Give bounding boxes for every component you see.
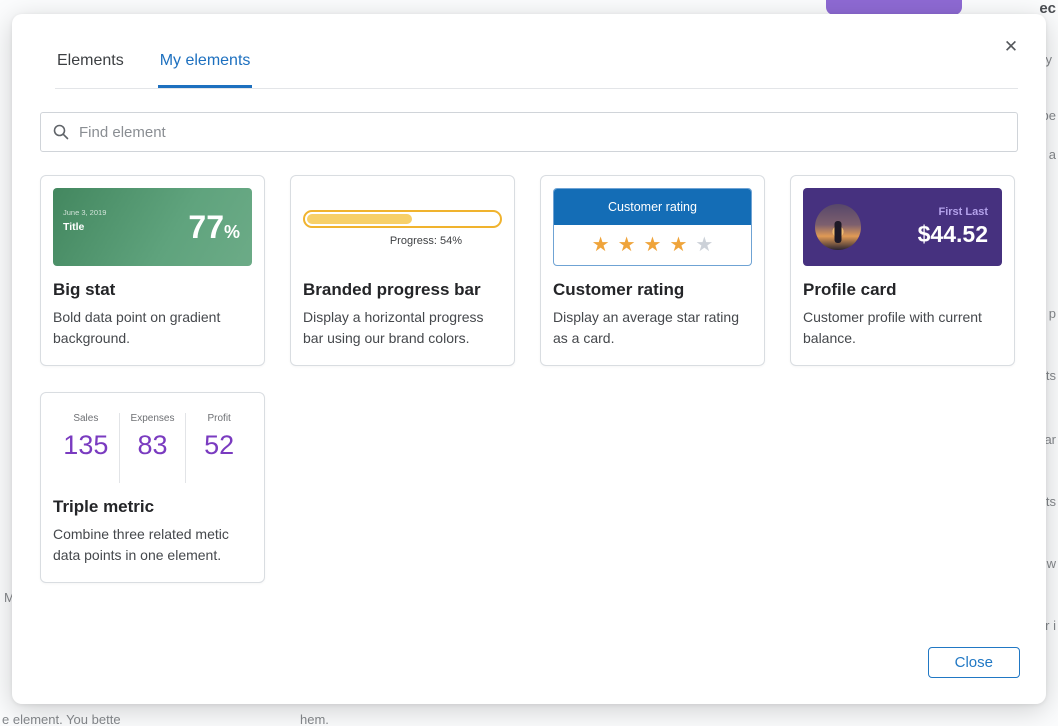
big-stat-preview: June 3, 2019 Title 77% bbox=[53, 188, 252, 266]
tabs: Elements My elements bbox=[55, 48, 1018, 89]
big-stat-value: 77% bbox=[188, 208, 240, 245]
avatar bbox=[815, 204, 861, 250]
background-purple-button bbox=[826, 0, 962, 15]
metric-label: Expenses bbox=[130, 413, 175, 424]
metric-profit: Profit 52 bbox=[186, 413, 252, 483]
element-card-big-stat[interactable]: June 3, 2019 Title 77% Big stat Bold dat… bbox=[40, 175, 265, 366]
card-description: Combine three related metic data points … bbox=[53, 526, 229, 563]
metric-label: Profit bbox=[207, 413, 231, 424]
close-icon[interactable]: ✕ bbox=[1000, 36, 1022, 58]
search-box[interactable] bbox=[40, 112, 1018, 152]
metric-value: 52 bbox=[204, 430, 235, 460]
star-filled-icon: ★ bbox=[669, 234, 688, 256]
metric-label: Sales bbox=[73, 413, 99, 424]
element-card-branded-progress-bar[interactable]: Progress: 54% Branded progress bar Displ… bbox=[290, 175, 515, 366]
background-text-fragment: e element. You bette bbox=[2, 712, 121, 726]
metric-sales: Sales 135 bbox=[53, 413, 120, 483]
big-stat-labels: June 3, 2019 Title bbox=[53, 208, 106, 247]
progress-bar-fill bbox=[307, 214, 413, 224]
big-stat-title-label: Title bbox=[63, 220, 85, 233]
tab-elements[interactable]: Elements bbox=[57, 52, 124, 69]
close-button[interactable]: Close bbox=[927, 647, 1020, 678]
my-elements-modal: ✕ Elements My elements June 3, 2019 Titl… bbox=[12, 14, 1046, 704]
star-empty-icon: ★ bbox=[695, 234, 714, 256]
background-text-fragment: r i bbox=[1045, 618, 1056, 633]
progress-bar-preview: Progress: 54% bbox=[303, 188, 502, 266]
star-rating: ★ ★ ★ ★ ★ bbox=[554, 225, 751, 265]
search-icon bbox=[53, 124, 69, 140]
progress-label: Progress: 54% bbox=[389, 235, 462, 247]
card-title: Profile card bbox=[803, 280, 897, 299]
element-card-triple-metric[interactable]: Sales 135 Expenses 83 Profit 52 Triple m… bbox=[40, 392, 265, 583]
card-description: Bold data point on gradient background. bbox=[53, 309, 221, 346]
card-description: Display a horizontal progress bar using … bbox=[303, 309, 484, 346]
metric-value: 83 bbox=[137, 430, 168, 460]
background-text-fragment: M bbox=[4, 590, 15, 605]
card-description: Display an average star rating as a card… bbox=[553, 309, 739, 346]
customer-rating-preview: Customer rating ★ ★ ★ ★ ★ bbox=[553, 188, 752, 266]
element-card-grid: June 3, 2019 Title 77% Big stat Bold dat… bbox=[40, 175, 1018, 583]
profile-card-preview: First Last $44.52 bbox=[803, 188, 1002, 266]
card-title: Branded progress bar bbox=[303, 280, 481, 299]
star-filled-icon: ★ bbox=[617, 234, 636, 256]
card-title: Customer rating bbox=[553, 280, 685, 299]
background-text-fragment: hem. bbox=[300, 712, 329, 726]
element-card-customer-rating[interactable]: Customer rating ★ ★ ★ ★ ★ Customer rating Di… bbox=[540, 175, 765, 366]
big-stat-unit: % bbox=[223, 221, 240, 242]
card-title: Big stat bbox=[53, 280, 116, 299]
element-card-profile-card[interactable]: First Last $44.52 Profile card Customer … bbox=[790, 175, 1015, 366]
profile-balance: $44.52 bbox=[917, 221, 988, 247]
card-description: Customer profile with current balance. bbox=[803, 309, 982, 346]
rating-header: Customer rating bbox=[554, 189, 751, 225]
triple-metric-preview: Sales 135 Expenses 83 Profit 52 bbox=[53, 405, 252, 483]
big-stat-date: June 3, 2019 bbox=[63, 207, 107, 217]
profile-info: First Last $44.52 bbox=[861, 206, 1002, 248]
star-filled-icon: ★ bbox=[591, 234, 610, 256]
star-filled-icon: ★ bbox=[643, 234, 662, 256]
tab-my-elements[interactable]: My elements bbox=[157, 48, 253, 88]
background-text-fragment: y bbox=[1045, 52, 1053, 67]
search-input[interactable] bbox=[79, 123, 1005, 141]
background-text-fragment: ar bbox=[1044, 432, 1056, 447]
metric-value: 135 bbox=[63, 430, 109, 460]
background-text-fragment: ec bbox=[1039, 0, 1056, 17]
profile-name: First Last bbox=[938, 206, 988, 218]
card-title: Triple metric bbox=[53, 497, 155, 516]
progress-bar-track bbox=[303, 210, 502, 228]
metric-expenses: Expenses 83 bbox=[120, 413, 187, 483]
